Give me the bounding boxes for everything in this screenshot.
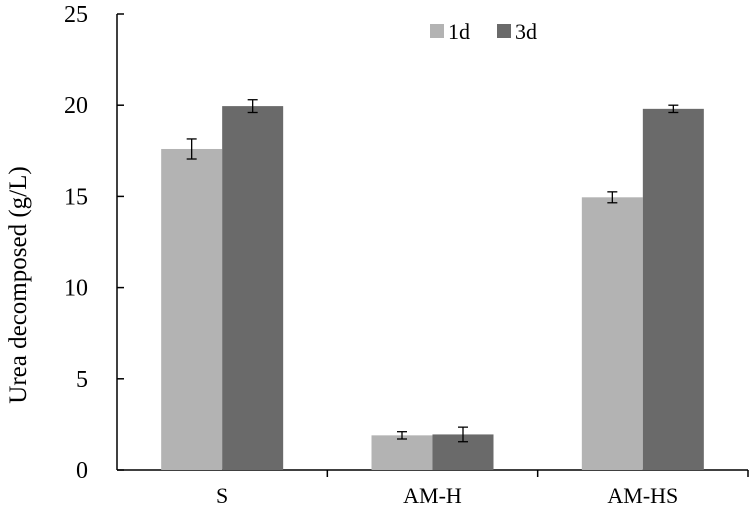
y-tick-label: 5 <box>76 367 88 393</box>
legend-label: 3d <box>515 19 537 44</box>
y-tick-label: 10 <box>64 276 88 302</box>
legend-swatch <box>430 24 444 38</box>
bar <box>371 435 433 470</box>
legend-swatch <box>497 24 511 38</box>
x-tick-label: S <box>216 483 228 508</box>
bar <box>222 106 284 470</box>
x-tick-label: AM-HS <box>607 483 678 508</box>
y-tick-label: 0 <box>76 458 88 484</box>
bars <box>161 106 704 471</box>
y-tick-label: 20 <box>64 93 88 119</box>
y-tick-label: 15 <box>64 184 88 210</box>
error-bars <box>186 99 679 443</box>
legend-label: 1d <box>448 19 470 44</box>
x-tick-label: AM-H <box>403 483 462 508</box>
y-axis-label: Urea decomposed (g/L) <box>5 166 32 403</box>
axes: 0 5 10 15 20 25 S AM-H AM-HS <box>64 2 749 508</box>
bar <box>642 108 704 471</box>
y-tick-label: 25 <box>64 2 88 28</box>
bar <box>161 148 223 470</box>
legend: 1d 3d <box>430 19 537 44</box>
bar <box>581 197 643 470</box>
